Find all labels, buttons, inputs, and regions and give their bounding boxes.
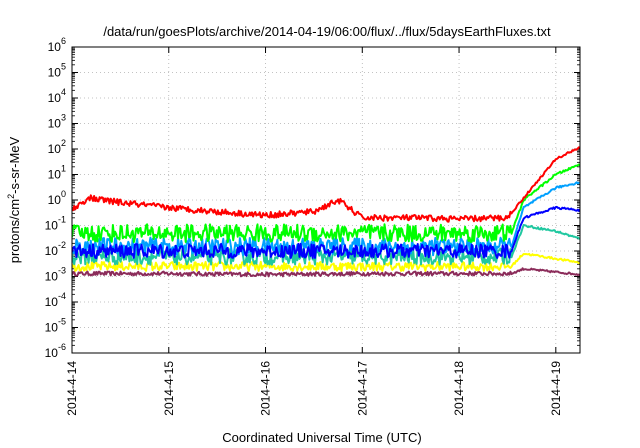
y-tick-label-exp: 4 [61, 87, 66, 97]
y-tick-label: 10-4 [45, 291, 66, 309]
series-line-0 [72, 267, 580, 278]
x-tick-label: 2014-4-16 [259, 361, 273, 416]
axes: 10-610-510-410-310-210-11001011021031041… [45, 36, 580, 416]
y-tick-label-exp: 2 [61, 138, 66, 148]
y-tick-label-base: 10 [48, 66, 62, 80]
y-tick-label-base: 10 [48, 142, 62, 156]
y-tick-label-base: 10 [45, 321, 59, 335]
series-line-3 [72, 181, 580, 257]
y-axis-label: protons/cm2-s-sr-MeV [6, 136, 22, 263]
y-tick-label-exp: -6 [58, 342, 66, 352]
series-group [72, 146, 580, 278]
y-tick-label: 10-5 [45, 317, 66, 335]
x-tick-label: 2014-4-19 [549, 361, 563, 416]
x-tick-label: 2014-4-15 [162, 361, 176, 416]
y-tick-label-exp: -3 [58, 266, 66, 276]
y-tick-label-base: 10 [48, 40, 62, 54]
y-tick-label: 105 [48, 62, 66, 80]
y-tick-label-base: 10 [45, 270, 59, 284]
y-tick-label: 10-3 [45, 266, 66, 284]
y-tick-label-exp: 5 [61, 62, 66, 72]
y-tick-label: 106 [48, 36, 66, 54]
series-line-5 [72, 163, 580, 244]
y-tick-label-exp: -4 [58, 291, 66, 301]
series-line-1 [72, 252, 580, 272]
y-tick-label: 103 [48, 113, 66, 131]
y-tick-label-exp: 0 [61, 189, 66, 199]
y-tick-label-base: 10 [45, 244, 59, 258]
y-tick-label-exp: -1 [58, 215, 66, 225]
x-tick-label: 2014-4-14 [65, 361, 79, 416]
y-tick-label-base: 10 [48, 91, 62, 105]
y-tick-label: 104 [48, 87, 66, 105]
y-tick-label: 10-6 [45, 342, 66, 360]
y-tick-label-base: 10 [48, 193, 62, 207]
y-tick-label: 101 [48, 164, 66, 182]
y-tick-label: 100 [48, 189, 66, 207]
x-axis-label: Coordinated Universal Time (UTC) [222, 430, 421, 445]
y-tick-label-base: 10 [45, 346, 59, 360]
y-tick-label-exp: -2 [58, 240, 66, 250]
y-tick-label: 10-2 [45, 240, 66, 258]
y-tick-label-base: 10 [48, 168, 62, 182]
x-tick-label: 2014-4-17 [355, 361, 369, 416]
y-tick-label: 102 [48, 138, 66, 156]
plot-frame [71, 46, 581, 354]
y-tick-label-base: 10 [48, 117, 62, 131]
chart-title: /data/run/goesPlots/archive/2014-04-19/0… [103, 24, 551, 39]
y-tick-label-base: 10 [45, 219, 59, 233]
grid [72, 47, 580, 353]
y-tick-label-exp: -5 [58, 317, 66, 327]
x-tick-label: 2014-4-18 [452, 361, 466, 416]
y-tick-label-exp: 6 [61, 36, 66, 46]
series-line-6 [72, 146, 580, 223]
series-line-4 [72, 205, 580, 260]
y-tick-label-exp: 3 [61, 113, 66, 123]
y-tick-label-exp: 1 [61, 164, 66, 174]
y-tick-label-base: 10 [45, 295, 59, 309]
y-tick-label: 10-1 [45, 215, 66, 233]
